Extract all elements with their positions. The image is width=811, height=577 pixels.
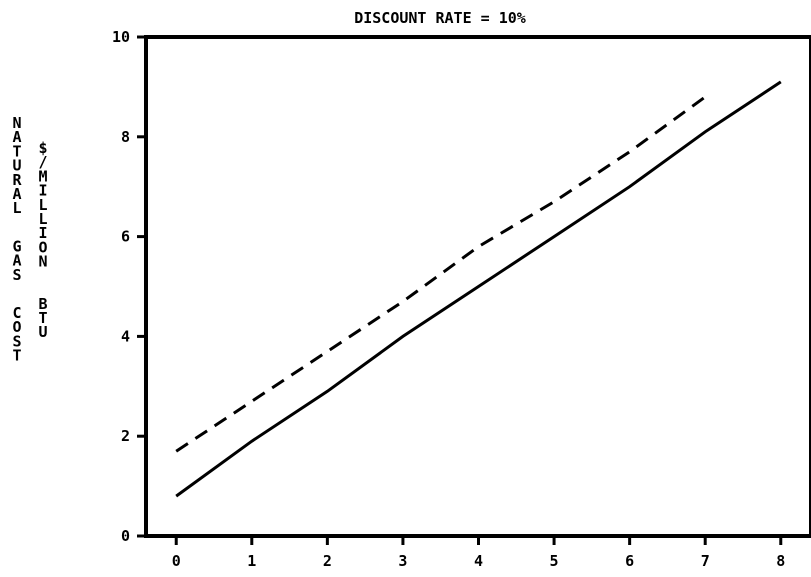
svg-text:R: R (12, 171, 22, 189)
svg-text:U: U (38, 323, 47, 341)
series-lines (175, 80, 782, 498)
svg-text:U: U (12, 157, 21, 175)
svg-text:/: / (38, 153, 47, 171)
y-tick-label: 4 (121, 327, 130, 345)
svg-text:A: A (12, 128, 21, 146)
series-line-solid (175, 80, 782, 498)
chart-title: DISCOUNT RATE = 10% (354, 9, 526, 27)
svg-text:$: $ (38, 139, 47, 157)
svg-text:O: O (38, 238, 47, 256)
x-tick-label: 3 (398, 552, 407, 570)
y-tick-labels: 0 2 4 6 8 10 (112, 28, 130, 545)
svg-text:L: L (38, 196, 47, 214)
y-tick-label: 10 (112, 28, 130, 46)
svg-text:O: O (12, 318, 21, 336)
x-tick-label: 1 (247, 552, 256, 570)
svg-text:A: A (12, 185, 21, 203)
svg-text:L: L (38, 210, 47, 228)
x-tick-label: 7 (701, 552, 710, 570)
svg-text:T: T (38, 309, 47, 327)
y-tick-label: 0 (121, 527, 130, 545)
series-line-dashed (175, 95, 707, 453)
svg-text:G: G (12, 237, 21, 255)
x-tick-label: 6 (625, 552, 634, 570)
svg-text:A: A (12, 252, 21, 270)
svg-text:N: N (12, 114, 21, 132)
svg-text:L: L (12, 199, 21, 217)
svg-text:T: T (12, 142, 21, 160)
x-tick-label: 8 (776, 552, 785, 570)
svg-text:N: N (38, 253, 47, 271)
x-tick-labels: 0 1 2 3 4 5 6 7 8 (172, 552, 786, 570)
svg-text:B: B (38, 295, 47, 313)
y-tick-label: 8 (121, 128, 130, 146)
y-tick-label: 2 (121, 427, 130, 445)
y-tick-label: 6 (121, 228, 130, 246)
x-tick-label: 2 (323, 552, 332, 570)
svg-text:C: C (12, 304, 21, 322)
svg-text:I: I (38, 224, 47, 242)
svg-text:M: M (38, 167, 47, 185)
axis-ticks (137, 35, 783, 545)
x-tick-label: 4 (474, 552, 483, 570)
svg-text:T: T (12, 347, 21, 365)
svg-text:S: S (12, 332, 21, 350)
svg-text:I: I (38, 182, 47, 200)
svg-text:S: S (12, 266, 21, 284)
x-tick-label: 5 (550, 552, 559, 570)
x-tick-label: 0 (172, 552, 181, 570)
